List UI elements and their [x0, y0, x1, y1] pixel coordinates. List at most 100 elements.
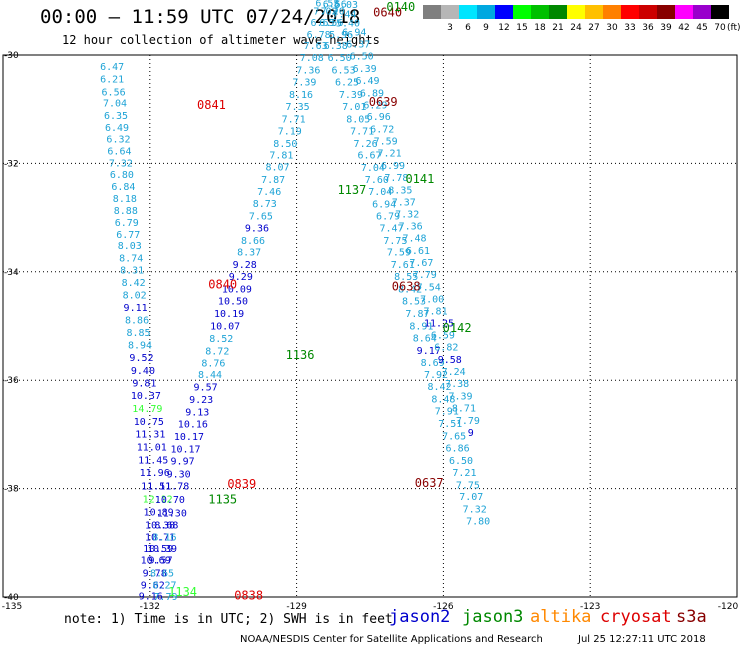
swh-value-label: 9.16 — [139, 591, 163, 602]
swh-value-label: 6.61 — [406, 246, 430, 257]
swh-value-label: 7.79 — [456, 416, 480, 427]
swh-value-label: 8.73 — [253, 199, 277, 210]
scale-label: 3 — [447, 23, 453, 33]
legend-jason3: jason3 — [462, 607, 523, 627]
swh-value-label: 7.87 — [405, 309, 429, 320]
scale-label: 18 — [534, 23, 546, 33]
swh-value-label: 6.59 — [431, 331, 455, 342]
swh-value-label: 7.26 — [354, 139, 378, 150]
swh-value-label: 7.39 — [339, 90, 363, 101]
swh-value-label: 7.46 — [257, 187, 281, 198]
scale-swatch — [675, 5, 693, 19]
swh-value-label: 7.01 — [342, 102, 366, 113]
swh-value-label: 7.36 — [399, 222, 423, 233]
swh-value-label: 7.67 — [409, 258, 433, 269]
swh-value-label: 6.80 — [110, 170, 134, 181]
scale-label: 45 — [696, 23, 708, 33]
scale-swatch — [441, 5, 459, 19]
swh-value-label: 7.79 — [413, 270, 437, 281]
swh-value-label: 10.50 — [218, 297, 248, 308]
swh-value-label: 9.57 — [194, 383, 218, 394]
swh-value-label: 11.96 — [140, 468, 170, 479]
swh-value-label: 6.39 — [353, 64, 377, 75]
swh-value-label: 10.69 — [141, 556, 171, 567]
swh-value-label: 7.59 — [387, 248, 411, 259]
swh-value-label: 10.19 — [214, 309, 244, 320]
swh-value-label: 10.17 — [174, 432, 204, 443]
x-tick-label: -123 — [580, 602, 600, 612]
swh-value-label: 6.25 — [335, 78, 359, 89]
swh-value-label: 8.52 — [209, 334, 233, 345]
swh-value-label: 8.18 — [113, 194, 137, 205]
swh-value-label: 6.77 — [116, 230, 140, 241]
swh-value-label: 7.04 — [103, 99, 127, 110]
pass-time-label: 0142 — [443, 321, 472, 335]
swh-value-label: 8.16 — [289, 90, 313, 101]
swh-value-label: 7.39 — [448, 391, 472, 402]
swh-value-label: 10.16 — [178, 420, 208, 431]
swh-value-label: 11.25 — [424, 319, 454, 330]
swh-value-label: 9.57 — [149, 556, 173, 567]
scale-label: 24 — [570, 23, 582, 33]
legend-altika-label: altika — [530, 607, 592, 627]
swh-value-label: 9.28 — [233, 260, 257, 271]
legend-s3a: s3a — [676, 607, 707, 627]
swh-value-label: 7.48 — [402, 234, 426, 245]
swh-value-label: 10.39 — [147, 544, 177, 555]
swh-value-label: 6.35 — [104, 111, 128, 122]
legend-cryosat-label: cryosat — [600, 607, 672, 627]
swh-value-label: 8.69 — [421, 358, 445, 369]
scale-swatch — [477, 5, 495, 19]
swh-value-label: 7.79 — [153, 592, 177, 603]
swh-value-label: 7.75 — [383, 236, 407, 247]
y-tick-label: -36 — [4, 376, 19, 386]
swh-value-label: 7.02 — [313, 7, 337, 18]
swh-value-label: 7.59 — [374, 137, 398, 148]
pass-time-label: 0639 — [369, 95, 398, 109]
swh-value-label: 8.64 — [413, 333, 437, 344]
swh-value-label: 6.84 — [111, 182, 135, 193]
swh-value-label: 9.17 — [417, 346, 441, 357]
swh-value-label: 7.24 — [442, 367, 466, 378]
swh-value-label: 8.76 — [201, 358, 225, 369]
swh-value-label: 14.79 — [132, 404, 162, 415]
swh-value-label: 7.35 — [286, 102, 310, 113]
swh-value-label: 7.08 — [300, 53, 324, 64]
swh-value-label: 6.32 — [106, 134, 130, 145]
swh-value-label: 6.38 — [324, 41, 348, 52]
swh-value-label: 7.81 — [424, 306, 448, 317]
swh-value-label: 10.09 — [222, 285, 252, 296]
swh-value-label: 7.32 — [463, 505, 487, 516]
swh-value-label: 7.63 — [304, 41, 328, 52]
scale-label: 39 — [660, 23, 672, 33]
swh-value-label: 6.82 — [434, 343, 458, 354]
swh-value-label: 8.42 — [398, 285, 422, 296]
scale-swatch — [585, 5, 603, 19]
swh-value-label: 11.30 — [157, 508, 187, 519]
swh-value-label: 8.07 — [265, 163, 289, 174]
chart-title: 00:00 – 11:59 UTC 07/24/2018 — [40, 6, 361, 28]
swh-value-label: 7.37 — [392, 197, 416, 208]
scale-swatch — [693, 5, 711, 19]
swh-value-label: 10.38 — [145, 520, 175, 531]
swh-value-label: 7.32 — [395, 209, 419, 220]
swh-value-label: 10.75 — [134, 417, 164, 428]
x-tick-label: -126 — [433, 602, 454, 612]
scale-swatch — [657, 5, 675, 19]
swh-value-label: 6.64 — [107, 146, 131, 157]
x-tick-label: -135 — [2, 602, 22, 612]
swh-value-label: 7.21 — [378, 149, 402, 160]
swh-value-label: 6.03 — [334, 0, 358, 11]
swh-value-label: 11.31 — [135, 429, 165, 440]
y-tick-label: -40 — [4, 593, 19, 603]
scale-label: 42 — [678, 23, 690, 33]
swh-value-label: 6.86 — [446, 443, 470, 454]
swh-value-label: 7.61 — [391, 260, 415, 271]
swh-value-label: 8.71 — [452, 403, 476, 414]
swh-value-label: 6.67 — [357, 151, 381, 162]
scale-label: 36 — [642, 23, 654, 33]
swh-value-label: 7.65 — [249, 211, 273, 222]
swh-value-label: 6.50 — [350, 52, 374, 63]
scale-swatch — [711, 5, 729, 19]
swh-value-label: 8.65 — [150, 569, 174, 580]
